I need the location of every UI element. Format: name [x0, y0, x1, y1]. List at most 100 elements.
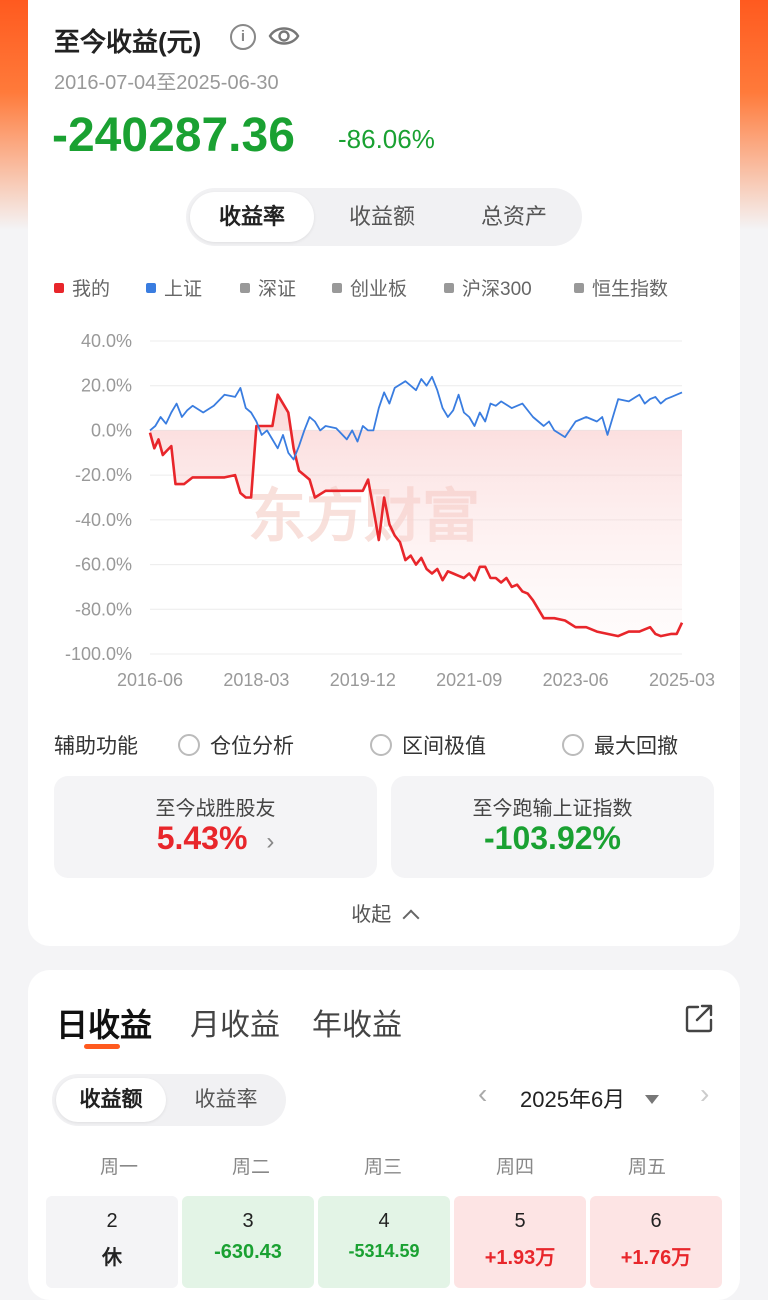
x-tick-label: 2019-12: [330, 670, 396, 690]
y-tick-label: -100.0%: [65, 644, 132, 664]
option-max-drawdown[interactable]: 最大回撤: [562, 730, 678, 760]
weekday-label: 周四: [495, 1157, 534, 1178]
y-axis-ticks: 40.0% 20.0% 0.0% -20.0% -40.0% -60.0% -80.0% -1…: [65, 331, 132, 664]
option-label: 最大回撤: [594, 735, 678, 758]
chevron-right-icon[interactable]: ›: [700, 1078, 710, 1109]
y-tick-label: -80.0%: [75, 599, 132, 619]
legend-label: 上证: [164, 279, 203, 300]
legend-item-shenzhen[interactable]: 深证: [240, 274, 296, 301]
month-selector[interactable]: 2025年6月: [520, 1082, 660, 1114]
caret-down-icon: [645, 1095, 660, 1104]
option-label: 仓位分析: [210, 735, 294, 758]
calendar-mode-segment: 收益额 收益率: [52, 1074, 286, 1126]
calendar-day[interactable]: 5 +1.93万: [454, 1196, 586, 1288]
day-value: -5314.59: [348, 1241, 420, 1261]
tab-return-rate[interactable]: 收益率: [190, 192, 314, 242]
legend-label: 恒生指数: [592, 279, 669, 300]
tab-yearly-profit[interactable]: 年收益: [312, 1009, 402, 1042]
legend-swatch: [332, 282, 342, 293]
chevron-left-icon[interactable]: ‹: [478, 1078, 488, 1109]
legend-label: 深证: [258, 279, 297, 300]
share-icon[interactable]: [684, 1002, 714, 1034]
chevron-right-icon: ›: [266, 828, 275, 855]
y-tick-label: -20.0%: [75, 465, 132, 485]
stat-label: 至今跑输上证指数: [472, 798, 633, 820]
weekday-label: 周二: [231, 1157, 270, 1178]
day-value: +1.76万: [620, 1247, 692, 1269]
series-line-mine: [148, 393, 684, 638]
stat-vs-shanghai: 至今跑输上证指数 -103.92%: [391, 776, 714, 878]
x-tick-label: 2016-06: [117, 670, 183, 690]
chevron-up-icon: [402, 909, 420, 927]
legend-label: 创业板: [350, 279, 408, 300]
option-position-analysis[interactable]: 仓位分析: [178, 730, 294, 760]
option-range-extreme[interactable]: 区间极值: [370, 730, 486, 760]
y-tick-label: 40.0%: [81, 331, 132, 351]
stat-beat-peers[interactable]: 至今战胜股友 5.43% ›: [54, 776, 377, 878]
y-tick-label: 20.0%: [81, 376, 132, 396]
total-profit-amount: -240287.36: [52, 109, 295, 162]
day-value: +1.93万: [484, 1247, 556, 1269]
option-label: 区间极值: [402, 735, 486, 758]
day-value: 休: [102, 1247, 122, 1269]
legend-swatch: [574, 282, 584, 293]
legend-item-chinext[interactable]: 创业板: [332, 274, 407, 301]
series-line-shanghai: [149, 375, 683, 461]
legend-swatch: [240, 282, 250, 293]
y-tick-label: 0.0%: [91, 420, 132, 440]
day-number: 2: [106, 1210, 118, 1232]
legend-swatch: [444, 282, 454, 293]
assist-label: 辅助功能: [54, 735, 138, 758]
return-chart[interactable]: 40.0% 20.0% 0.0% -20.0% -40.0% -60.0% -80.0% -1…: [28, 320, 740, 700]
tab-return-amount[interactable]: 收益额: [348, 204, 415, 229]
calendar-day[interactable]: 4 -5314.59: [318, 1196, 450, 1288]
legend-swatch: [146, 282, 156, 293]
date-range: 2016-07-04至2025-06-30: [54, 72, 279, 94]
calendar-day[interactable]: 2 休: [46, 1196, 178, 1288]
day-number: 4: [378, 1210, 390, 1232]
legend-item-mine[interactable]: 我的: [54, 274, 110, 301]
stat-label: 至今战胜股友: [155, 798, 276, 820]
legend-item-hangseng[interactable]: 恒生指数: [574, 274, 668, 301]
summary-card: 至今收益(元) i 2016-07-04至2025-06-30 -240287.…: [28, 0, 740, 946]
day-number: 6: [650, 1210, 662, 1232]
x-tick-label: 2023-06: [543, 670, 609, 690]
tab-daily-profit[interactable]: 日收益: [56, 1007, 153, 1043]
y-tick-label: -60.0%: [75, 555, 132, 575]
chart-series: [148, 375, 684, 638]
series-fill-area: [150, 394, 682, 637]
weekday-label: 周三: [363, 1157, 402, 1178]
tab-monthly-profit[interactable]: 月收益: [190, 1009, 280, 1042]
x-tick-label: 2021-09: [436, 670, 502, 690]
tab-calendar-rate[interactable]: 收益率: [194, 1088, 258, 1111]
x-axis-ticks: 2016-06 2018-03 2019-12 2021-09 2023-06 2025-…: [117, 670, 715, 690]
legend-label: 我的: [72, 279, 111, 300]
legend-item-shanghai[interactable]: 上证: [146, 274, 202, 301]
collapse-button[interactable]: 收起: [28, 898, 740, 927]
radio-icon: [178, 734, 200, 756]
legend-item-csi300[interactable]: 沪深300: [444, 274, 532, 301]
eye-icon[interactable]: [268, 22, 300, 50]
day-number: 3: [242, 1210, 254, 1232]
calendar-day[interactable]: 6 +1.76万: [590, 1196, 722, 1288]
total-profit-percent: -86.06%: [338, 124, 435, 154]
day-number: 5: [514, 1210, 526, 1232]
legend-swatch: [54, 282, 64, 293]
stat-value: -103.92%: [484, 820, 621, 856]
x-tick-label: 2018-03: [223, 670, 289, 690]
weekday-label: 周五: [627, 1157, 666, 1178]
calendar-day[interactable]: 3 -630.43: [182, 1196, 314, 1288]
weekday-label: 周一: [99, 1157, 138, 1178]
series-area-mine: [150, 394, 682, 637]
tab-calendar-amount[interactable]: 收益额: [56, 1078, 166, 1122]
stat-value: 5.43% ›: [156, 820, 275, 856]
info-icon[interactable]: i: [230, 24, 256, 50]
tab-total-assets[interactable]: 总资产: [480, 204, 547, 229]
chart-type-segment: 收益率 收益额 总资产: [186, 188, 582, 246]
active-tab-indicator: [84, 1044, 120, 1049]
radio-icon: [370, 734, 392, 756]
radio-icon: [562, 734, 584, 756]
page-title: 至今收益(元): [54, 27, 202, 57]
day-value: -630.43: [214, 1241, 282, 1263]
y-tick-label: -40.0%: [75, 510, 132, 530]
